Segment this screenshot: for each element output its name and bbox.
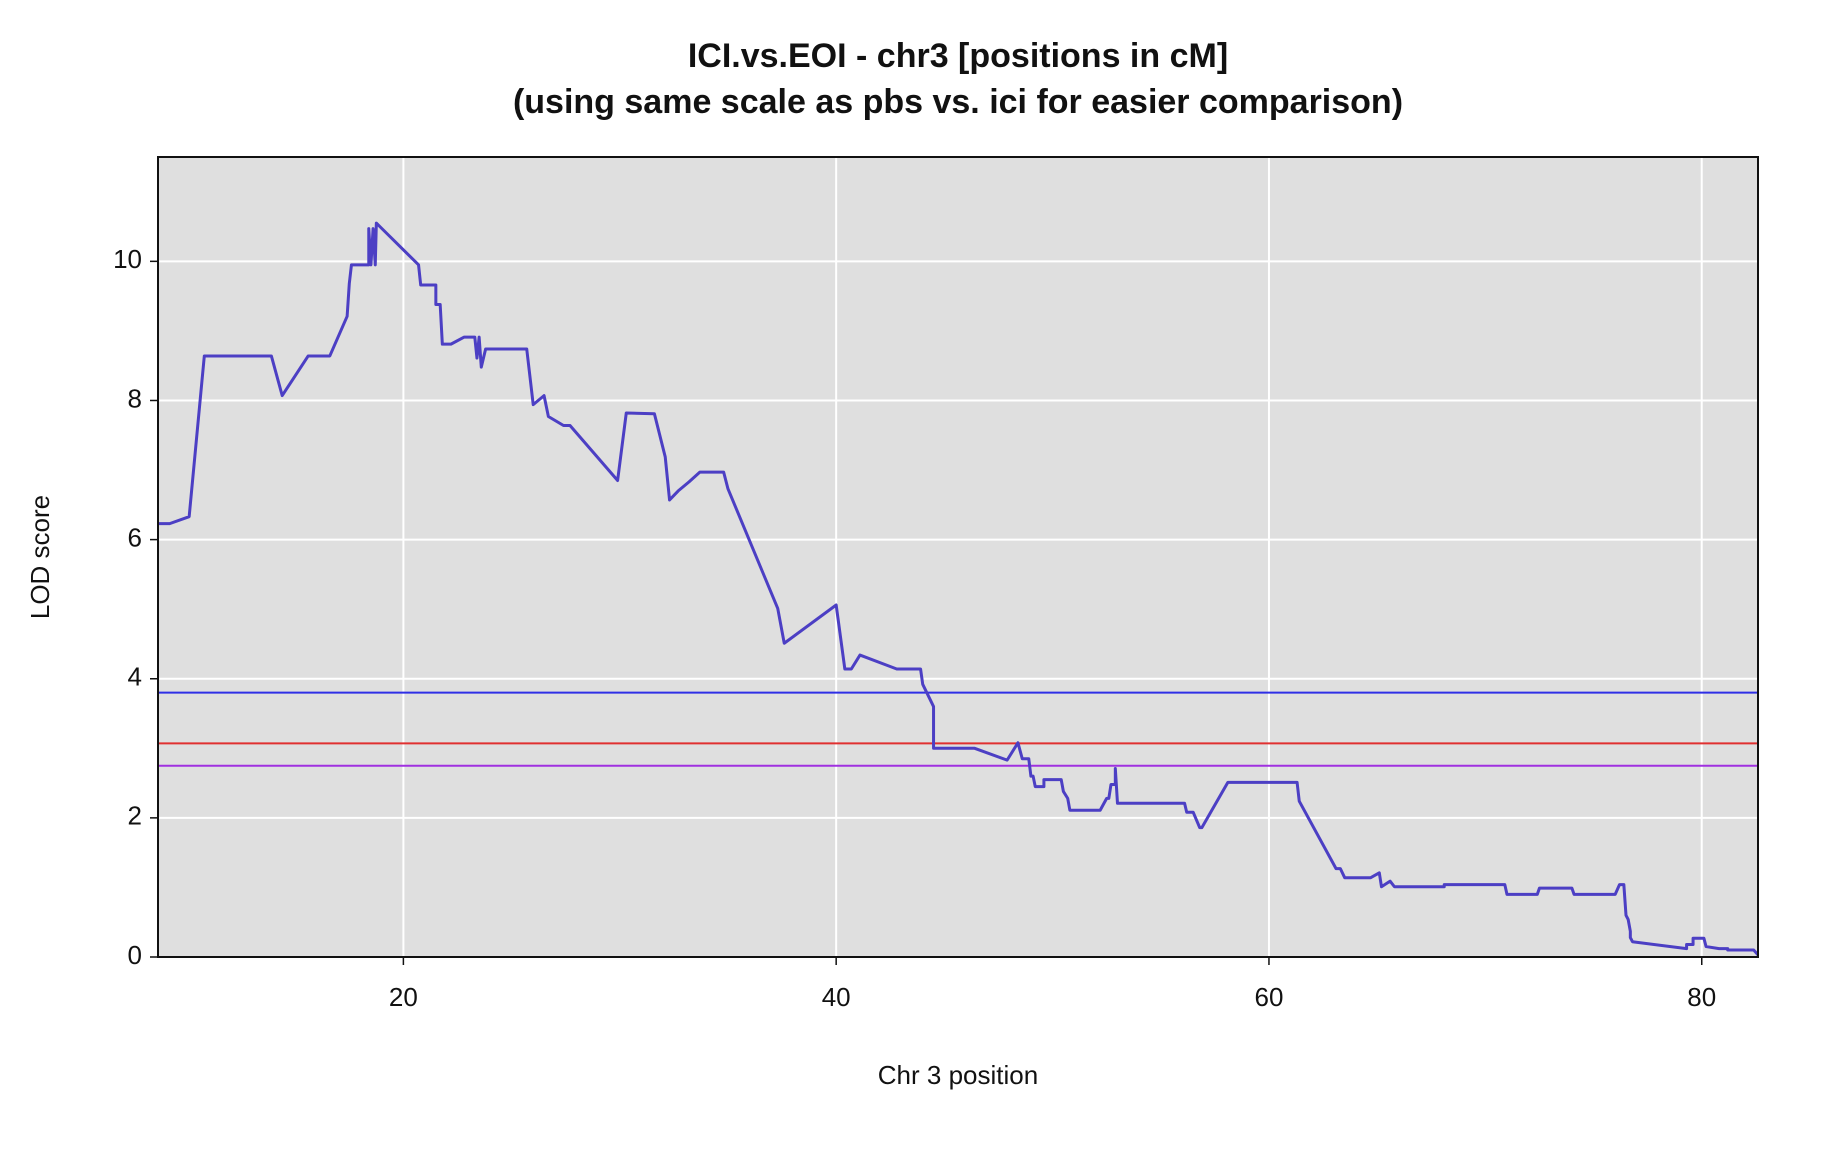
chart-title: ICI.vs.EOI - chr3 [positions in cM] (688, 37, 1228, 75)
plot-background (158, 157, 1758, 957)
y-tick-label: 8 (128, 383, 142, 413)
y-tick-label: 0 (128, 940, 142, 970)
x-tick-label: 40 (822, 982, 851, 1012)
chart-subtitle: (using same scale as pbs vs. ici for eas… (513, 83, 1403, 121)
x-tick-label: 20 (389, 982, 418, 1012)
y-axis-label: LOD score (25, 495, 55, 619)
x-tick-label: 80 (1687, 982, 1716, 1012)
x-axis-label: Chr 3 position (878, 1060, 1038, 1090)
y-tick-label: 10 (113, 244, 142, 274)
y-tick-label: 2 (128, 801, 142, 831)
plot-frame (157, 156, 1759, 958)
y-tick-label: 6 (128, 522, 142, 552)
y-tick-label: 4 (128, 662, 142, 692)
lod-line (158, 221, 1760, 956)
x-tick-label: 60 (1254, 982, 1283, 1012)
